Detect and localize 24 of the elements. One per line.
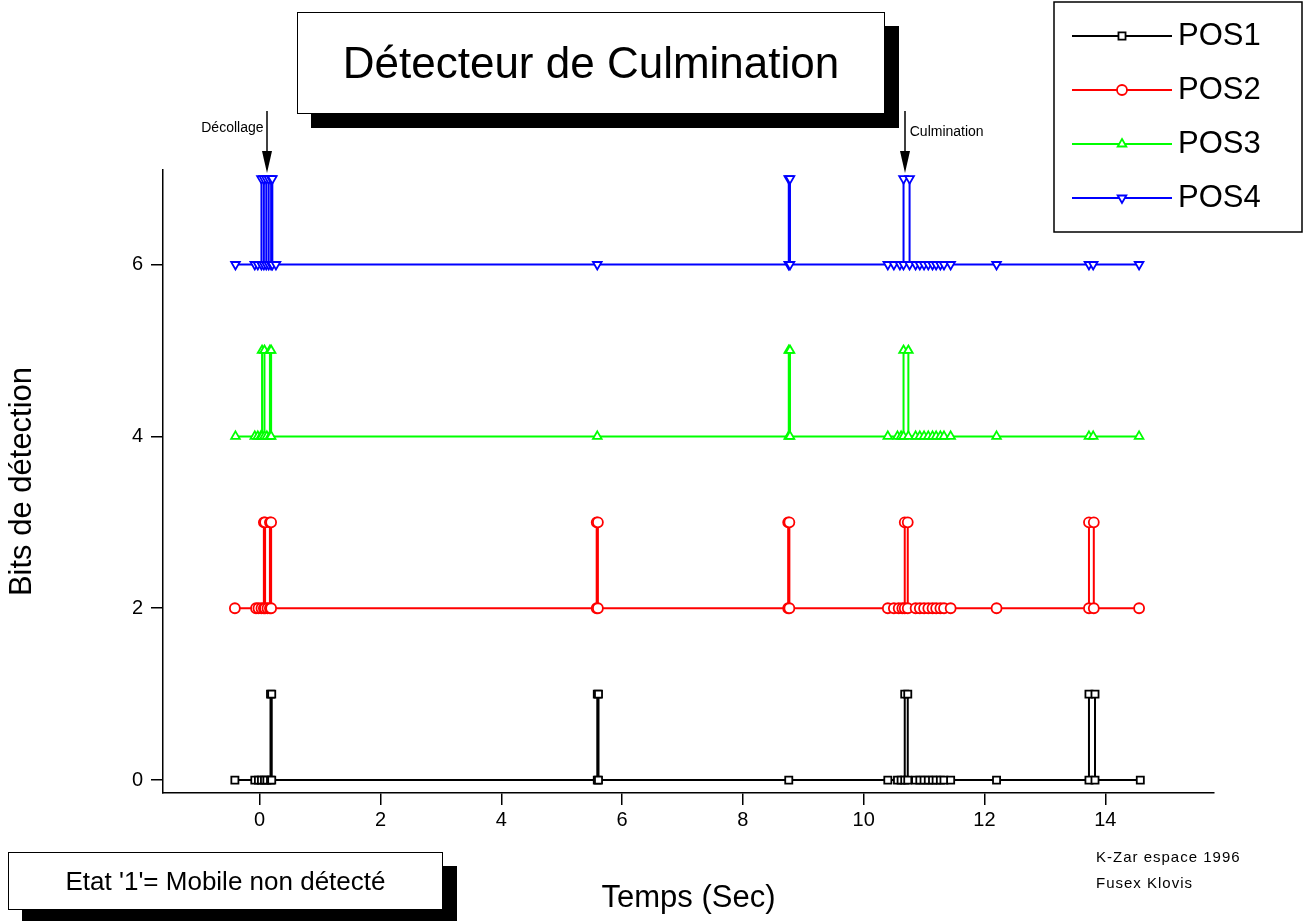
legend-label: POS4	[1178, 178, 1261, 214]
x-axis-title: Temps (Sec)	[601, 878, 776, 914]
x-tick-label: 4	[495, 807, 507, 830]
annotation: Décollage	[201, 118, 264, 135]
legend-label: POS1	[1178, 16, 1261, 52]
x-tick-label: 0	[254, 807, 266, 830]
y-tick-label: 0	[131, 767, 143, 790]
x-tick-label: 14	[1094, 807, 1117, 830]
x-tick-label: 2	[374, 807, 387, 830]
y-tick-label: 2	[131, 595, 143, 618]
legend-label: POS2	[1178, 70, 1261, 106]
chart-title: Détecteur de Culmination	[297, 12, 885, 114]
text: Etat '1'= Mobile non détecté	[8, 852, 443, 910]
y-tick-label: 6	[131, 252, 143, 275]
x-tick-label: 6	[616, 807, 628, 830]
text: Fusex Klovis	[1096, 874, 1194, 891]
x-tick-label: 12	[973, 807, 996, 830]
x-tick-label: 10	[852, 807, 875, 830]
text: K-Zar espace 1996	[1096, 848, 1241, 865]
x-tick-label: 8	[737, 807, 749, 830]
y-tick-label: 4	[131, 423, 143, 446]
legend-label: POS3	[1178, 124, 1261, 160]
annotation: Culmination	[909, 122, 984, 139]
y-axis-title: Bits de détection	[3, 366, 39, 597]
